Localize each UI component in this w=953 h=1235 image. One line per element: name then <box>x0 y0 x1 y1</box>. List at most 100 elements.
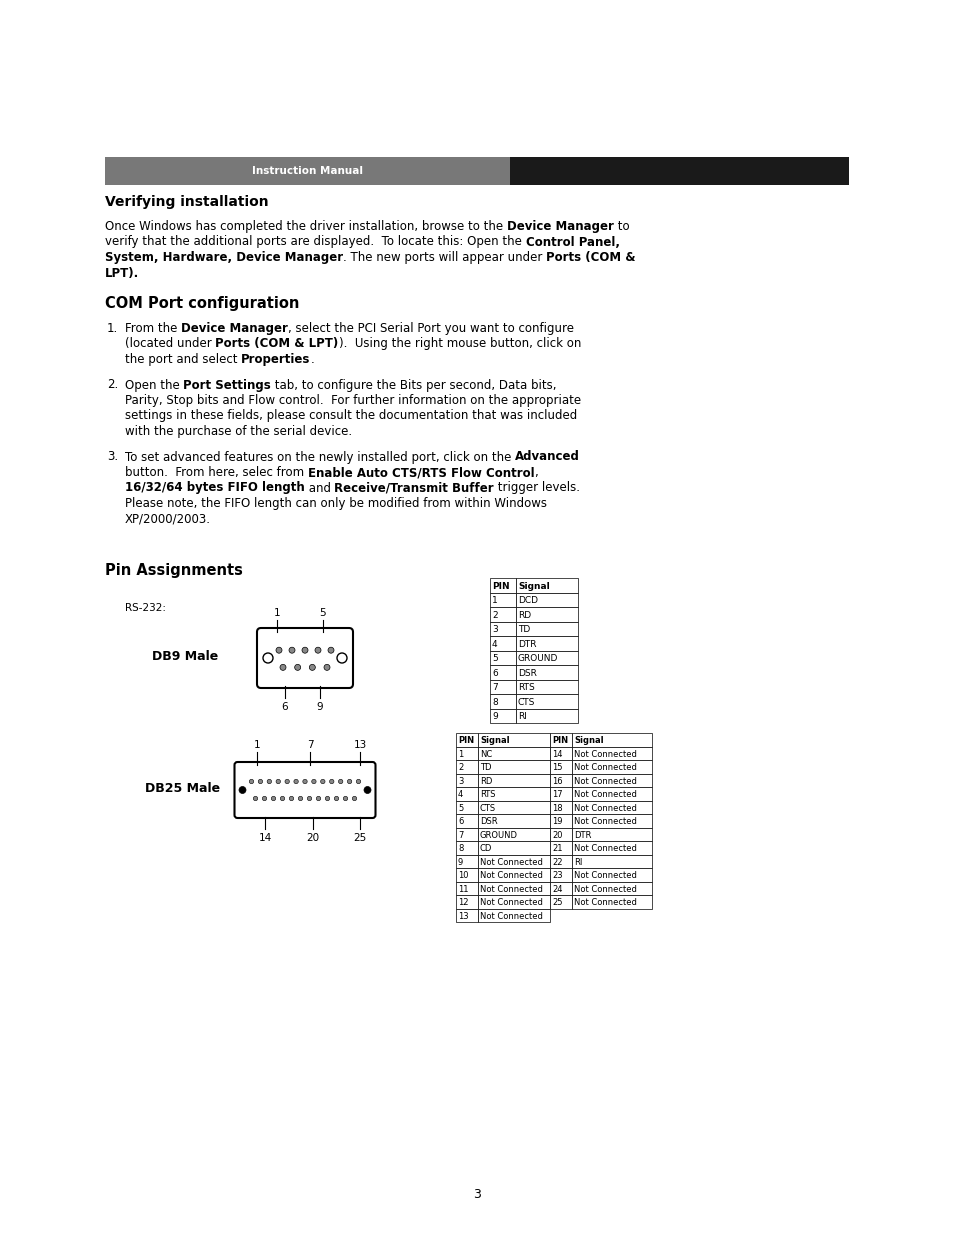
Text: TD: TD <box>517 625 530 635</box>
Text: 1: 1 <box>457 750 463 758</box>
Text: 6: 6 <box>457 818 463 826</box>
Text: 1: 1 <box>492 597 497 605</box>
Circle shape <box>302 779 307 784</box>
Bar <box>550 814 572 827</box>
Bar <box>477 787 550 800</box>
Text: GROUND: GROUND <box>517 655 558 663</box>
Text: settings in these fields, please consult the documentation that was included: settings in these fields, please consult… <box>125 410 577 422</box>
Text: 6: 6 <box>281 701 288 713</box>
Text: RD: RD <box>479 777 492 785</box>
Text: CD: CD <box>479 845 492 853</box>
Text: 9: 9 <box>492 713 497 721</box>
Circle shape <box>355 779 360 784</box>
Bar <box>516 694 578 709</box>
Bar <box>456 773 477 787</box>
Text: 5: 5 <box>319 608 326 618</box>
Bar <box>477 827 550 841</box>
Bar <box>477 841 550 855</box>
Circle shape <box>364 787 371 794</box>
Text: 7: 7 <box>306 740 313 750</box>
Text: 2.: 2. <box>107 378 118 391</box>
Bar <box>105 157 510 185</box>
Bar <box>456 827 477 841</box>
Circle shape <box>294 664 300 671</box>
Text: From the: From the <box>125 322 181 335</box>
Bar <box>456 787 477 800</box>
Bar <box>456 734 477 746</box>
Text: button.  From here, selec from: button. From here, selec from <box>125 466 308 479</box>
Bar <box>490 664 516 679</box>
Text: 16: 16 <box>552 777 562 785</box>
Circle shape <box>294 779 298 784</box>
Text: PIN: PIN <box>457 736 474 745</box>
Bar <box>550 787 572 800</box>
Bar <box>550 895 572 909</box>
Bar <box>490 651 516 664</box>
Circle shape <box>239 787 246 794</box>
Circle shape <box>334 797 338 800</box>
Circle shape <box>328 647 334 653</box>
Bar <box>572 800 651 814</box>
Text: ).  Using the right mouse button, click on: ). Using the right mouse button, click o… <box>338 337 580 351</box>
Text: trigger levels.: trigger levels. <box>494 482 579 494</box>
Text: 12: 12 <box>457 898 468 908</box>
Bar <box>516 636 578 651</box>
Text: 21: 21 <box>552 845 562 853</box>
Circle shape <box>275 779 280 784</box>
Bar <box>456 868 477 882</box>
Text: 8: 8 <box>492 698 497 706</box>
Text: PIN: PIN <box>492 582 509 590</box>
Text: verify that the additional ports are displayed.  To locate this: Open the: verify that the additional ports are dis… <box>105 236 525 248</box>
Bar <box>572 787 651 800</box>
Text: Not Connected: Not Connected <box>574 898 637 908</box>
Bar <box>477 814 550 827</box>
Text: DB9 Male: DB9 Male <box>152 650 218 662</box>
Text: DSR: DSR <box>479 818 497 826</box>
Bar <box>550 800 572 814</box>
Circle shape <box>309 664 315 671</box>
Text: 13: 13 <box>457 911 468 921</box>
Text: 20: 20 <box>552 831 562 840</box>
Text: DTR: DTR <box>574 831 591 840</box>
Circle shape <box>320 779 325 784</box>
Text: 23: 23 <box>552 871 562 881</box>
Text: PIN: PIN <box>552 736 568 745</box>
Text: CTS: CTS <box>479 804 496 813</box>
Text: and: and <box>304 482 335 494</box>
Bar <box>550 855 572 868</box>
Text: 9: 9 <box>457 858 463 867</box>
Text: RI: RI <box>574 858 581 867</box>
Circle shape <box>267 779 272 784</box>
Text: Pin Assignments: Pin Assignments <box>105 563 243 578</box>
Text: TD: TD <box>479 763 491 772</box>
Bar <box>456 800 477 814</box>
Text: 20: 20 <box>306 832 319 844</box>
Text: Ports (COM & LPT): Ports (COM & LPT) <box>215 337 338 351</box>
Bar <box>550 760 572 773</box>
Bar <box>456 882 477 895</box>
Bar <box>516 621 578 636</box>
Text: Ports (COM &: Ports (COM & <box>546 251 635 264</box>
Text: Enable Auto CTS/RTS Flow Control: Enable Auto CTS/RTS Flow Control <box>308 466 534 479</box>
Text: CTS: CTS <box>517 698 535 706</box>
Circle shape <box>285 779 289 784</box>
Text: 1: 1 <box>274 608 280 618</box>
Text: the port and select: the port and select <box>125 353 241 366</box>
Circle shape <box>289 647 294 653</box>
Bar <box>490 709 516 722</box>
Bar <box>456 841 477 855</box>
Text: Open the: Open the <box>125 378 183 391</box>
Text: 3: 3 <box>457 777 463 785</box>
Bar <box>477 760 550 773</box>
Bar <box>477 773 550 787</box>
Text: DTR: DTR <box>517 640 536 648</box>
Text: DCD: DCD <box>517 597 537 605</box>
Bar <box>456 855 477 868</box>
Circle shape <box>302 647 308 653</box>
Text: 10: 10 <box>457 871 468 881</box>
Text: 2: 2 <box>457 763 463 772</box>
Circle shape <box>329 779 334 784</box>
Text: Not Connected: Not Connected <box>574 790 637 799</box>
Text: DB25 Male: DB25 Male <box>145 782 220 794</box>
Bar <box>572 855 651 868</box>
